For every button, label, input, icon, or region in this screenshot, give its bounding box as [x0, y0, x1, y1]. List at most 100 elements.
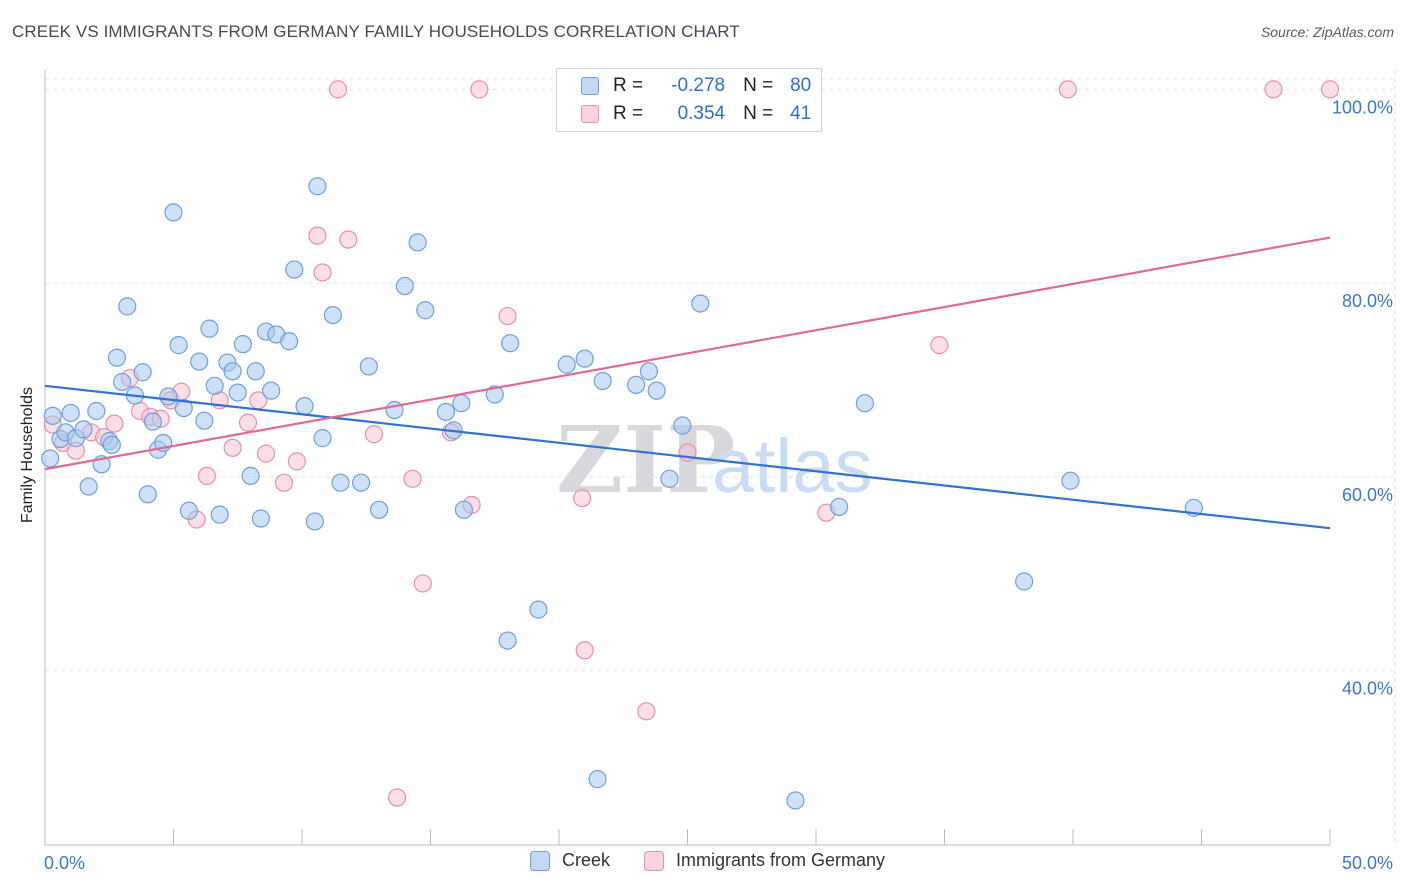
creek-point	[133, 363, 152, 382]
legend-swatch-pink	[581, 105, 599, 123]
creek-point	[529, 600, 548, 619]
germany-point	[313, 263, 332, 282]
germany-swatch	[644, 850, 664, 871]
creek-point	[557, 355, 576, 374]
x-tick-label: 0.0%	[44, 853, 85, 873]
creek-point	[174, 398, 193, 418]
germany-point	[328, 80, 348, 99]
germany-point	[364, 425, 384, 444]
creek-point	[647, 381, 666, 400]
creek-point	[118, 297, 137, 316]
germany-point	[387, 788, 407, 807]
x-tick-label: 50.0%	[1342, 853, 1393, 873]
creek-point	[285, 260, 304, 279]
creek-point	[501, 334, 520, 353]
creek-point	[498, 631, 517, 650]
creek-point	[485, 385, 504, 404]
creek-point	[691, 294, 710, 313]
y-tick-label: 100.0%	[1332, 97, 1393, 117]
creek-point	[660, 469, 679, 488]
creek-point	[280, 332, 299, 351]
creek-point	[323, 305, 342, 325]
watermark-atlas: atlas	[712, 424, 873, 509]
y-tick-label: 80.0%	[1342, 291, 1393, 311]
germany-point	[470, 80, 489, 99]
creek-point	[61, 403, 80, 423]
creek-point	[43, 406, 62, 425]
creek-point	[200, 319, 219, 338]
creek-point	[228, 383, 247, 402]
legend-label-germany: Immigrants from Germany	[676, 850, 886, 870]
creek-point	[210, 505, 229, 524]
creek-point	[370, 500, 389, 519]
germany-point	[575, 641, 594, 660]
creek-point	[251, 509, 270, 528]
germany-point	[339, 230, 358, 249]
creek-point	[143, 412, 163, 431]
creek-point	[408, 233, 427, 252]
creek-point	[159, 387, 178, 406]
creek-point	[112, 372, 132, 392]
germany-point	[930, 336, 949, 355]
creek-point	[179, 501, 199, 520]
creek-trend-line	[44, 384, 1331, 530]
germany-point	[1264, 80, 1283, 99]
tick-labels: 40.0% 60.0% 80.0% 100.0% 0.0% 50.0%	[44, 97, 1393, 873]
creek-point	[169, 336, 188, 355]
legend-n-value: 80	[790, 75, 812, 96]
stats-legend: R = -0.278 N = 80 R = 0.354 N = 41	[556, 68, 822, 132]
creek-point	[164, 203, 183, 222]
creek-point	[205, 376, 224, 395]
creek-point	[588, 770, 607, 789]
germany-point	[223, 438, 242, 457]
creek-point	[295, 397, 314, 416]
legend-r-value: 0.354	[677, 103, 726, 124]
germany-point	[498, 306, 517, 326]
legend-n-value: 41	[790, 103, 812, 124]
creek-point	[74, 420, 93, 439]
creek-point	[673, 416, 692, 435]
germany-point	[308, 226, 327, 245]
legend-n-label: N =	[743, 103, 774, 124]
series-creek	[41, 177, 1203, 810]
creek-point	[786, 791, 805, 810]
creek-point	[87, 401, 106, 421]
germany-point	[287, 452, 306, 471]
creek-point	[395, 276, 414, 296]
germany-point	[413, 574, 432, 593]
source-label: Source: ZipAtlas.com	[1260, 24, 1394, 40]
chart-title: CREEK VS IMMIGRANTS FROM GERMANY FAMILY …	[12, 22, 740, 41]
creek-swatch	[530, 850, 550, 871]
creek-point	[79, 477, 98, 496]
creek-point	[246, 362, 265, 381]
creek-point	[233, 335, 252, 354]
legend-row-germany: R = 0.354 N = 41	[581, 101, 811, 127]
creek-point	[223, 362, 242, 381]
legend-n-label: N =	[743, 75, 774, 96]
legend-r-value: -0.278	[671, 75, 726, 96]
creek-point	[593, 371, 612, 391]
legend-label-creek: Creek	[562, 850, 611, 870]
y-tick-label: 60.0%	[1342, 485, 1393, 505]
creek-point	[1015, 572, 1034, 591]
series-legend: Creek Immigrants from Germany	[0, 850, 1406, 878]
creek-point	[262, 381, 281, 400]
legend-r-label: R =	[613, 75, 644, 96]
creek-point	[639, 362, 659, 381]
creek-point	[830, 497, 849, 517]
creek-point	[352, 473, 371, 492]
creek-point	[102, 435, 121, 455]
creek-point	[359, 357, 378, 376]
creek-point	[575, 349, 594, 368]
legend-r-label: R =	[613, 103, 644, 124]
y-axis-label: Family Households	[19, 386, 36, 524]
creek-point	[241, 466, 260, 486]
creek-point	[308, 177, 327, 196]
creek-point	[626, 375, 646, 394]
germany-point	[403, 469, 422, 488]
germany-point	[573, 489, 592, 508]
germany-point	[637, 702, 656, 721]
creek-point	[454, 500, 474, 519]
creek-point	[436, 402, 456, 422]
